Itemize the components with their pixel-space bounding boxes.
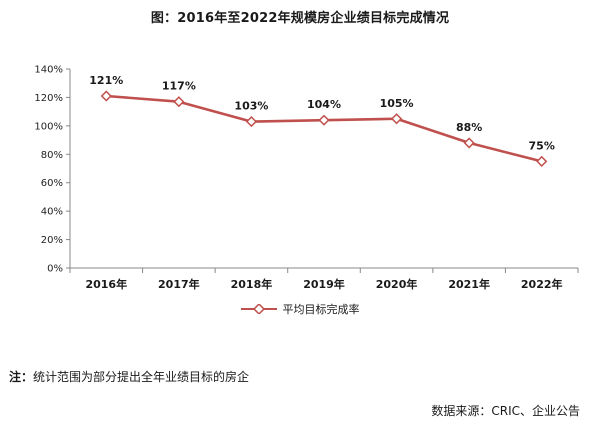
- data-label: 104%: [307, 98, 341, 111]
- data-point: [463, 137, 475, 149]
- data-label: 103%: [234, 100, 268, 113]
- data-label: 75%: [529, 139, 555, 152]
- footnote-label: 注：: [9, 370, 34, 384]
- footnote: 注：统计范围为部分提出全年业绩目标的房企: [9, 368, 249, 385]
- chart-axes: [66, 68, 579, 273]
- x-tick-label: 2020年: [376, 277, 418, 291]
- data-point: [318, 114, 330, 126]
- y-tick-label: 100%: [34, 121, 63, 132]
- y-tick-labels: 0% 20% 40% 60% 80% 100% 120% 140%: [34, 65, 63, 275]
- data-source: 数据来源：CRIC、企业公告: [431, 404, 580, 418]
- data-point: [536, 155, 548, 167]
- data-labels: 121% 117% 103% 104% 105% 88% 75%: [89, 74, 555, 152]
- x-tick-label: 2018年: [231, 277, 273, 291]
- x-tick-label: 2016年: [85, 277, 127, 291]
- y-tick-label: 120%: [34, 93, 63, 104]
- line-chart: 0%20%40%60%80%100%120%140% 2016年 2017年 201…: [34, 65, 579, 291]
- x-tick-label: 2022年: [521, 277, 563, 291]
- data-point: [245, 116, 258, 128]
- data-label: 88%: [456, 121, 482, 134]
- footnote-text: 统计范围为部分提出全年业绩目标的房企: [33, 370, 250, 384]
- data-point: [100, 90, 112, 102]
- legend: 平均目标完成率: [0, 301, 600, 317]
- y-tick-label: 20%: [41, 235, 63, 246]
- x-tick-label: 2019年: [303, 277, 345, 291]
- y-tick-label: 0%: [47, 264, 63, 275]
- y-tick-label: 60%: [41, 178, 63, 189]
- y-tick-label: 40%: [41, 207, 63, 218]
- data-label: 121%: [89, 74, 123, 87]
- x-tick-label: 2021年: [448, 277, 490, 291]
- x-tick-labels: 2016年 2017年 2018年 2019年 2020年 2021年 2022年: [85, 277, 562, 291]
- legend-label: 平均目标完成率: [282, 303, 360, 316]
- chart-title: 图：2016年至2022年规模房企业绩目标完成情况: [150, 11, 450, 26]
- y-tick-label: 80%: [41, 150, 63, 161]
- data-point: [390, 113, 403, 125]
- data-label: 105%: [380, 97, 414, 110]
- legend-line-marker: [240, 304, 277, 314]
- x-tick-label: 2017年: [158, 277, 200, 291]
- y-tick-label: 140%: [34, 65, 63, 76]
- data-point: [173, 96, 185, 108]
- data-label: 117%: [162, 80, 196, 93]
- series-group: [100, 90, 548, 167]
